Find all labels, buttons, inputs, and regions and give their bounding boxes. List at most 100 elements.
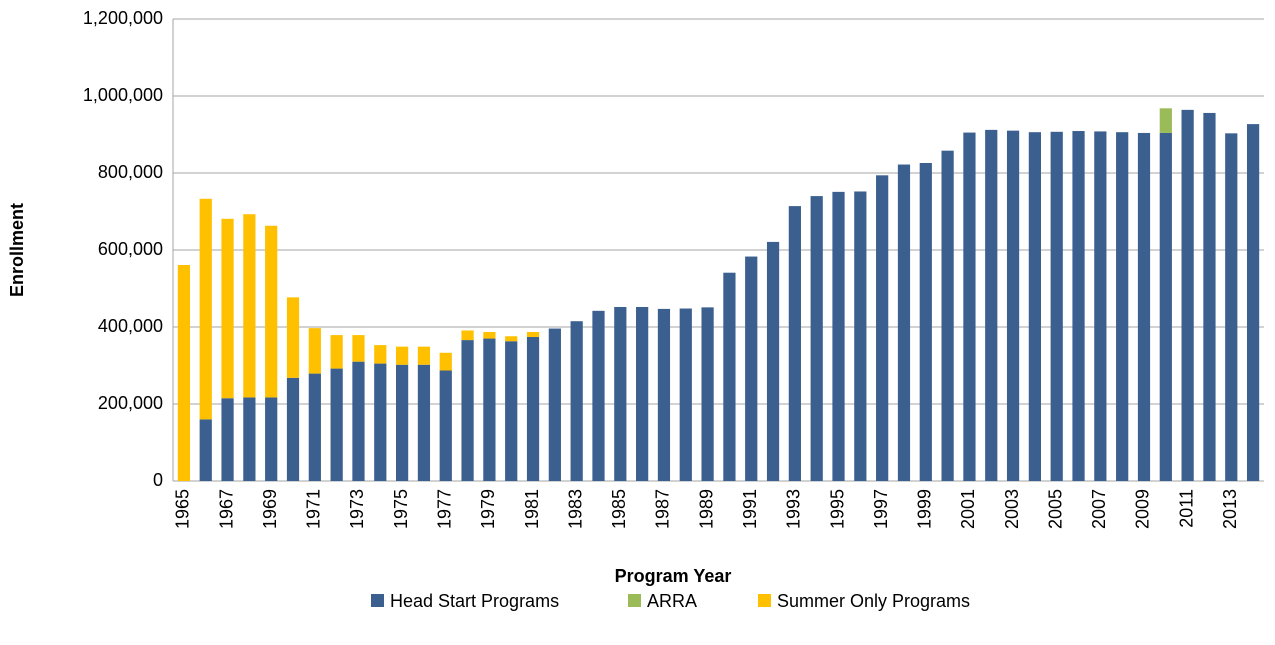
bar-segment	[221, 218, 234, 399]
bar-segment	[810, 196, 823, 481]
bar-segment	[505, 341, 518, 481]
bar-segment	[854, 191, 867, 482]
bar-segment	[657, 308, 671, 481]
bar-segment	[439, 352, 452, 371]
bar-segment	[286, 377, 300, 481]
bar-segment	[832, 191, 845, 482]
y-tick-label: 0	[153, 470, 163, 490]
x-tick-label: 1975	[391, 489, 411, 529]
bar-segment	[177, 265, 191, 481]
bar-segment	[919, 162, 932, 482]
x-tick-label: 1965	[173, 489, 193, 529]
bar-segment	[788, 206, 801, 482]
bar-segment	[286, 297, 300, 378]
bar-segment	[396, 346, 409, 365]
legend-label: Head Start Programs	[390, 591, 559, 611]
bar-segment	[417, 364, 431, 481]
y-tick-label: 1,000,000	[83, 85, 163, 105]
bar-segment	[1028, 132, 1041, 481]
y-axis-title: Enrollment	[7, 203, 27, 297]
bar-segment	[723, 272, 736, 481]
bar-segment	[526, 337, 540, 481]
bar-segment	[1181, 109, 1194, 482]
bar-segment	[985, 129, 998, 481]
y-tick-label: 200,000	[98, 393, 163, 413]
bar-segment	[439, 370, 452, 481]
bar-segment	[1137, 132, 1151, 481]
bar-segment	[1006, 130, 1020, 481]
bar-segment	[243, 214, 256, 398]
bar-segment	[330, 335, 343, 369]
bar-segment	[243, 397, 256, 481]
bar-segment	[679, 308, 692, 481]
legend-label: Summer Only Programs	[777, 591, 970, 611]
bar-segment	[199, 419, 212, 481]
bar-segment	[745, 256, 758, 481]
legend-swatch	[371, 594, 384, 607]
y-tick-label: 600,000	[98, 239, 163, 259]
bar-segment	[876, 175, 889, 481]
bar-segment	[1246, 124, 1260, 481]
bar-segment	[1225, 133, 1238, 481]
y-tick-label: 1,200,000	[83, 8, 163, 28]
x-tick-label: 2007	[1089, 489, 1109, 529]
x-tick-label: 1985	[609, 489, 629, 529]
x-tick-label: 1969	[260, 489, 280, 529]
bar-segment	[1116, 132, 1129, 481]
bar-segment	[330, 368, 343, 481]
x-tick-label: 1977	[435, 489, 455, 529]
bar-segment	[505, 336, 518, 342]
bar-segment	[766, 241, 780, 481]
bar-segment	[461, 340, 474, 481]
bar-segment	[308, 373, 321, 481]
x-tick-label: 1983	[565, 489, 585, 529]
bar-segment	[1072, 131, 1085, 481]
bar-segment	[374, 363, 387, 481]
bar-segment	[374, 345, 387, 364]
bar-segment	[199, 198, 212, 420]
bar-segment	[614, 306, 627, 481]
x-tick-label: 1997	[871, 489, 891, 529]
bar-segment	[352, 361, 365, 481]
x-tick-label: 1999	[915, 489, 935, 529]
bar-segment	[636, 306, 649, 481]
x-tick-label: 2009	[1133, 489, 1153, 529]
x-axis-title: Program Year	[615, 566, 732, 586]
x-tick-label: 1979	[478, 489, 498, 529]
bar-segment	[1203, 112, 1216, 481]
bar-segment	[461, 330, 474, 341]
bar-segment	[941, 150, 954, 482]
legend-swatch	[628, 594, 641, 607]
bar-segment	[897, 164, 911, 481]
x-tick-label: 2005	[1045, 489, 1065, 529]
bar-segment	[1159, 132, 1172, 481]
x-tick-label: 2001	[958, 489, 978, 529]
bar-segment	[308, 328, 321, 374]
x-tick-label: 1981	[522, 489, 542, 529]
bar-segment	[592, 310, 605, 481]
bar-segment	[1159, 108, 1172, 133]
bar-segment	[701, 307, 714, 481]
x-tick-label: 1995	[827, 489, 847, 529]
bar-segment	[352, 335, 365, 362]
y-tick-label: 800,000	[98, 162, 163, 182]
bar-segment	[1050, 131, 1063, 481]
y-tick-label: 400,000	[98, 316, 163, 336]
bar-segment	[221, 398, 234, 481]
bar-segment	[417, 346, 431, 365]
legend-label: ARRA	[647, 591, 697, 611]
bar-segment	[548, 328, 561, 481]
bar-segment	[265, 225, 278, 398]
x-tick-label: 2013	[1220, 489, 1240, 529]
bar-segment	[483, 332, 496, 339]
bar-segment	[265, 397, 278, 481]
x-tick-label: 2011	[1176, 489, 1196, 528]
legend-swatch	[758, 594, 771, 607]
bar-segment	[483, 338, 496, 481]
bar-segment	[570, 321, 583, 481]
x-tick-label: 1973	[347, 489, 367, 529]
x-tick-label: 1993	[784, 489, 804, 529]
x-tick-label: 2003	[1002, 489, 1022, 529]
x-tick-label: 1989	[696, 489, 716, 529]
